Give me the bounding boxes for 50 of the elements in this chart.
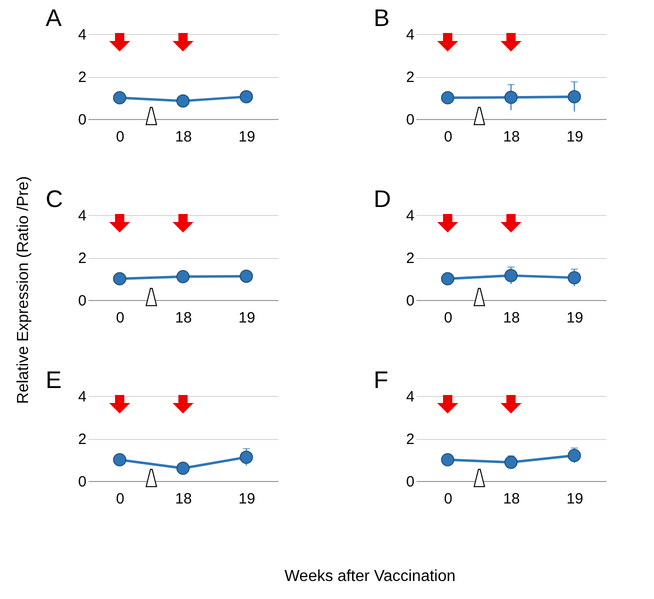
y-tick-label: 4 (78, 388, 86, 406)
x-tick-label: 19 (238, 128, 256, 146)
x-tick-label: 18 (503, 490, 520, 508)
x-tick-label: 19 (238, 310, 256, 326)
y-tick-label: 2 (406, 431, 414, 448)
x-tick-label: 19 (238, 490, 256, 508)
x-tick-label: 0 (116, 310, 124, 326)
x-tick-label: 0 (116, 128, 124, 146)
chart-title: E (46, 367, 62, 394)
y-tick-label: 4 (78, 26, 86, 44)
chart-title: C (46, 186, 63, 213)
x-tick-label: 0 (116, 490, 124, 508)
y-tick-label: 2 (78, 250, 86, 267)
y-tick-label: 0 (78, 292, 86, 310)
x-tick-label: 0 (444, 310, 452, 326)
y-tick-label: 0 (406, 112, 414, 128)
y-tick-label: 2 (78, 431, 86, 448)
x-tick-label: 19 (566, 310, 584, 326)
y-tick-label: 4 (406, 388, 414, 406)
x-tick-label: 18 (175, 128, 192, 146)
y-axis-title: Relative Expression (Ratio /Pre) (15, 176, 33, 404)
y-tick-label: 4 (78, 208, 86, 224)
y-tick-label: 2 (78, 69, 86, 86)
point (113, 453, 126, 466)
point (568, 448, 581, 462)
x-tick-label: 18 (175, 310, 192, 326)
x-tick-label: 19 (566, 490, 584, 508)
x-tick-label: 18 (175, 490, 192, 508)
y-tick-label: 0 (406, 292, 414, 310)
y-tick-label: 0 (78, 112, 86, 128)
y-tick-label: 0 (406, 474, 414, 490)
chart-title: B (374, 5, 390, 32)
point (240, 450, 253, 464)
chart-title: A (46, 5, 62, 32)
y-tick-label: 2 (406, 69, 414, 86)
chart-title: F (374, 367, 388, 394)
point (504, 456, 518, 469)
x-tick-label: 18 (503, 310, 520, 326)
y-tick-label: 0 (78, 474, 86, 490)
y-tick-label: 2 (406, 250, 414, 267)
x-tick-label: 0 (444, 490, 452, 508)
x-tick-label: 18 (503, 128, 520, 146)
x-tick-label: 19 (566, 128, 584, 146)
x-axis-title: Weeks after Vaccination (284, 568, 456, 586)
y-tick-label: 4 (406, 26, 414, 44)
y-tick-label: 4 (406, 208, 414, 224)
point (176, 462, 190, 475)
x-tick-label: 0 (444, 128, 452, 146)
chart-title: D (374, 186, 391, 213)
point (441, 453, 454, 466)
